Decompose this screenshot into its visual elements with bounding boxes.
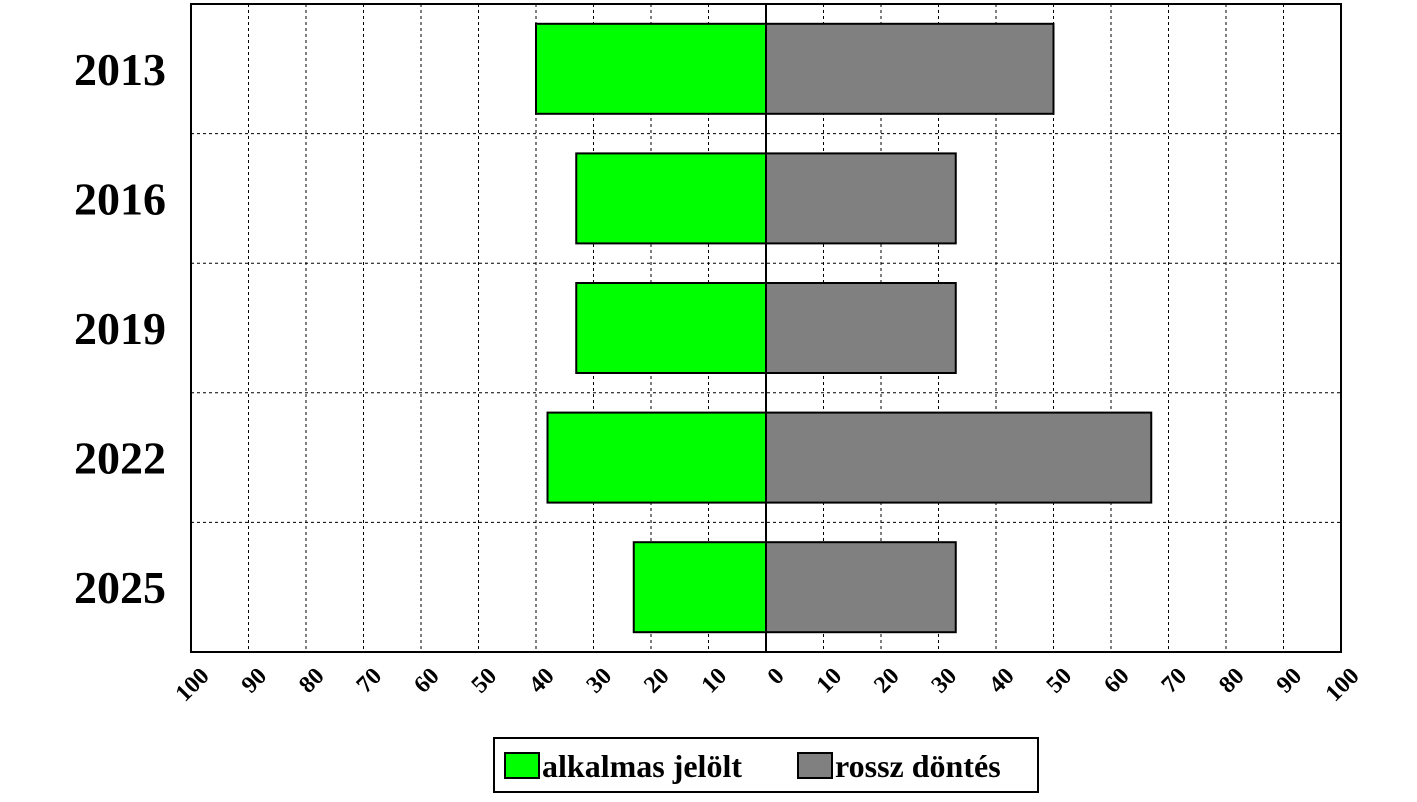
x-tick-label: 80 bbox=[1214, 663, 1249, 698]
bar-rossz-dontes-2016 bbox=[765, 152, 957, 245]
bar-rossz-dontes-2019 bbox=[765, 282, 957, 374]
x-tick-label: 70 bbox=[1157, 663, 1192, 698]
legend-box bbox=[493, 737, 1039, 793]
bar-rossz-dontes-2025 bbox=[765, 541, 957, 634]
x-tick-label: 60 bbox=[409, 663, 444, 698]
x-tick-label: 90 bbox=[1272, 663, 1307, 698]
y-tick-label-2025: 2025 bbox=[74, 562, 166, 613]
frame-layer bbox=[190, 3, 1342, 653]
x-tick-label: 50 bbox=[467, 663, 502, 698]
x-tick-label: 80 bbox=[294, 663, 329, 698]
x-tick-label: 0 bbox=[763, 663, 790, 690]
bar-alkalmas-jelolt-2025 bbox=[632, 541, 767, 634]
y-tick-label-2022: 2022 bbox=[74, 433, 166, 484]
x-tick-label: 100 bbox=[171, 663, 215, 707]
bar-alkalmas-jelolt-2013 bbox=[535, 22, 767, 115]
x-tick-label: 10 bbox=[697, 663, 732, 698]
legend: alkalmas jelölt rossz döntés bbox=[493, 737, 1039, 793]
x-tick-label: 10 bbox=[812, 663, 847, 698]
plot-frame bbox=[190, 3, 1342, 653]
x-tick-label: 90 bbox=[237, 663, 272, 698]
y-tick-label-2019: 2019 bbox=[74, 303, 166, 354]
y-tick-label-2013: 2013 bbox=[74, 44, 166, 95]
bar-alkalmas-jelolt-2022 bbox=[546, 411, 767, 504]
x-tick-label: 30 bbox=[927, 663, 962, 698]
bar-alkalmas-jelolt-2016 bbox=[575, 152, 767, 245]
x-tick-label: 100 bbox=[1321, 663, 1365, 707]
y-axis-labels: 2013 2016 2019 2022 2025 bbox=[74, 44, 166, 613]
x-axis-tick-labels: 100 90 80 70 60 50 40 30 20 10 0 10 20 30 40 50 60 70 80 90… bbox=[171, 663, 1365, 707]
x-tick-label: 60 bbox=[1099, 663, 1134, 698]
y-tick-label-2016: 2016 bbox=[74, 173, 166, 224]
legend-swatch-rossz-dontes bbox=[797, 752, 833, 779]
legend-label-rossz-dontes: rossz döntés bbox=[835, 748, 1001, 784]
x-tick-label: 40 bbox=[524, 663, 559, 698]
x-tick-label: 20 bbox=[869, 663, 904, 698]
x-tick-label: 70 bbox=[352, 663, 387, 698]
bar-rossz-dontes-2022 bbox=[765, 411, 1153, 504]
legend-swatch-alkalmas-jelolt bbox=[504, 752, 540, 779]
bar-alkalmas-jelolt-2019 bbox=[575, 282, 767, 374]
x-tick-label: 40 bbox=[984, 663, 1019, 698]
bars-layer bbox=[535, 22, 1153, 634]
x-tick-label: 50 bbox=[1042, 663, 1077, 698]
x-tick-label: 20 bbox=[639, 663, 674, 698]
x-tick-label: 30 bbox=[582, 663, 617, 698]
bar-rossz-dontes-2013 bbox=[765, 22, 1055, 115]
legend-label-alkalmas-jelolt: alkalmas jelölt bbox=[542, 748, 742, 784]
